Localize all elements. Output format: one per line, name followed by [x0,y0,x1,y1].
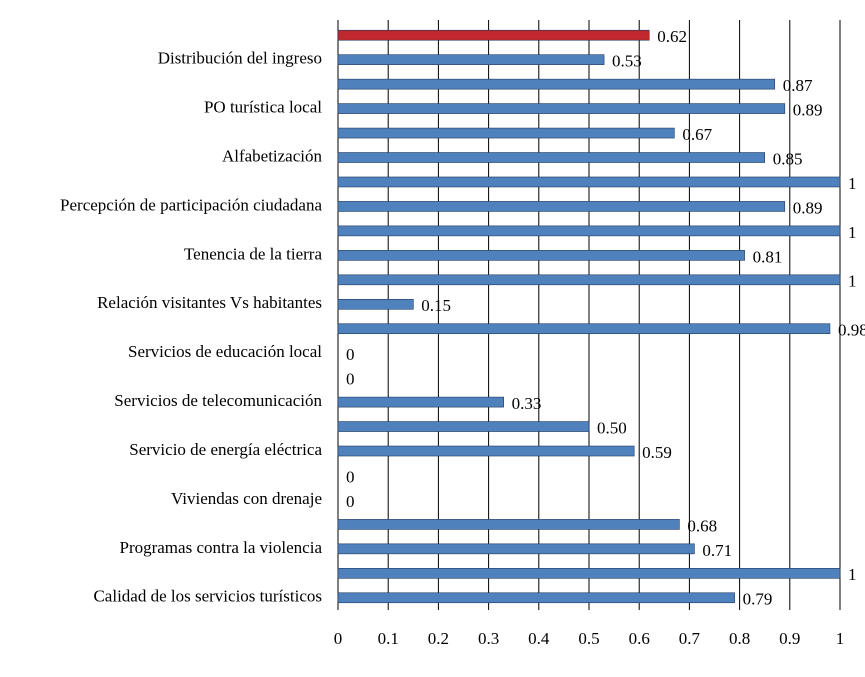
y-tick-label: Servicios de telecomunicación [114,391,322,410]
value-label: 0.79 [743,590,773,609]
value-label: 0.33 [512,394,542,413]
bar [337,519,680,530]
value-label: 0.15 [421,296,451,315]
bar [337,225,841,237]
value-label: 0.59 [642,443,672,462]
bar [337,543,695,555]
bar [337,176,841,188]
x-tick-label: 0.3 [478,629,499,648]
x-tick-label: 0.7 [679,629,701,648]
value-label: 0 [346,467,355,486]
value-label: 0.89 [793,198,823,217]
y-tick-label: Distribución del ingreso [158,49,322,68]
x-tick-label: 0 [334,629,343,648]
value-label: 1 [848,565,857,584]
x-tick-label: 0.1 [378,629,399,648]
bar [337,103,786,114]
value-label: 0.62 [657,27,687,46]
x-tick-label: 0.2 [428,629,449,648]
value-label: 0.50 [597,418,627,437]
y-tick-label: Viviendas con drenaje [171,489,322,508]
bar [337,421,590,432]
value-label: 1 [848,272,857,291]
value-label: 0 [346,370,355,389]
value-label: 0.87 [783,76,813,95]
bar [337,274,841,286]
x-tick-label: 0.9 [779,629,800,648]
y-tick-label: Alfabetización [222,146,323,165]
x-tick-label: 0.5 [578,629,599,648]
value-label: 0.53 [612,52,642,71]
value-label: 0.67 [682,125,712,144]
y-tick-label: Tenencia de la tierra [184,244,322,263]
y-tick-label: Percepción de participación ciudadana [60,195,322,214]
x-tick-label: 0.8 [729,629,750,648]
bar [337,592,735,604]
value-label: 0 [346,492,355,511]
y-tick-label: PO turística local [204,98,322,117]
x-tick-label: 0.4 [528,629,550,648]
bar [337,568,841,579]
bar [337,298,414,310]
value-label: 0 [346,345,355,364]
value-label: 0.71 [702,541,732,560]
y-tick-label: Relación visitantes Vs habitantes [97,293,322,312]
bar [337,396,504,408]
x-tick-label: 0.6 [629,629,650,648]
value-label: 0.68 [687,516,717,535]
value-label: 0.81 [753,247,783,266]
bar [337,445,635,457]
value-label: 1 [848,223,857,242]
bar [337,323,831,335]
bar [337,250,745,261]
x-tick-label: 1 [836,629,845,648]
bar [337,29,650,41]
bar [337,54,605,65]
value-label: 1 [848,174,857,193]
bar [337,127,675,139]
value-label: 0.85 [773,149,803,168]
value-label: 0.89 [793,101,823,120]
y-tick-label: Servicios de educación local [128,342,322,361]
bar [337,201,786,212]
y-tick-label: Calidad de los servicios turísticos [93,587,322,606]
y-tick-label: Servicio de energía eléctrica [129,440,322,459]
value-label: 0.98 [838,321,865,340]
y-tick-label: Programas contra la violencia [119,538,322,557]
bar [337,78,776,90]
bar [337,152,766,163]
